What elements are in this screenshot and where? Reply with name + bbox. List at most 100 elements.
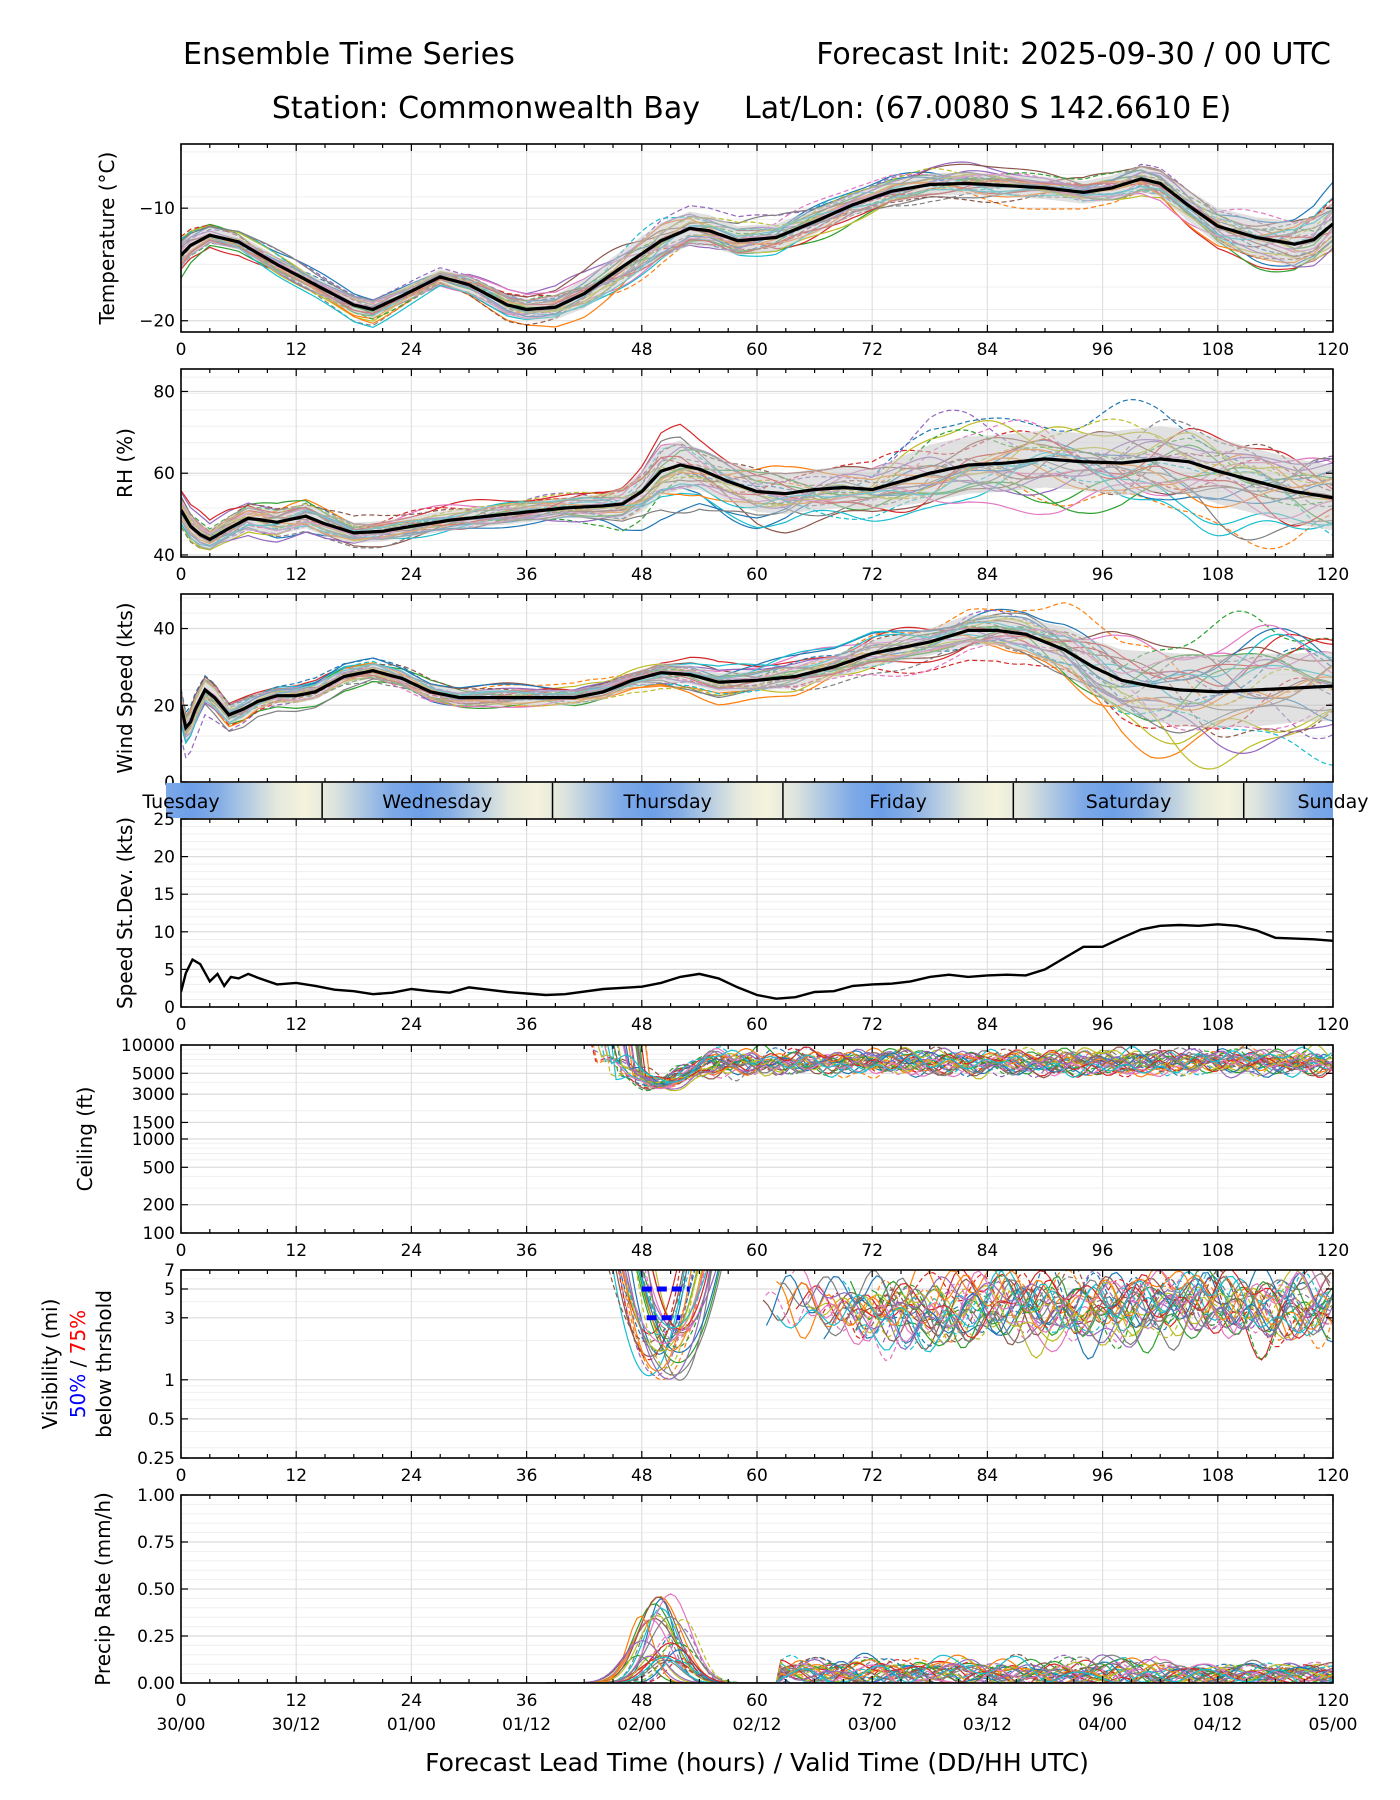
visibility-member-line: [622, 1270, 690, 1336]
visibility-member-line: [612, 1270, 686, 1377]
x-tick-label: 48: [631, 340, 653, 360]
speed-stdev-panel: 0 5 10 15 20 25 0 12 24 36 48 60 72 84 96 108 120 Speed …: [113, 810, 1349, 1035]
valid-time-label: 02/12: [733, 1715, 782, 1735]
x-tick-label: 48: [631, 565, 653, 585]
stdev-ylabel: Speed St.Dev. (kts): [113, 817, 137, 1009]
y-tick-label: 10000: [121, 1036, 175, 1056]
visibility-member-line: [608, 1270, 688, 1343]
y-tick-label: 25: [153, 810, 175, 830]
x-tick-label: 108: [1202, 340, 1234, 360]
x-tick-label: 96: [1092, 1241, 1114, 1261]
visibility-member-line: [638, 1270, 708, 1329]
visibility-member-line: [852, 1270, 1333, 1339]
day-label: Thursday: [623, 791, 712, 813]
y-tick-label: 5: [164, 1280, 175, 1300]
visibility-member-line: [852, 1270, 1329, 1347]
visibility-member-line: [652, 1270, 712, 1334]
x-tick-label: 120: [1317, 1691, 1349, 1711]
visibility-panel: 0.25 0.5 1 3 57 0 12 24 36 48 60 72 84 96 108 120 Visib…: [38, 1261, 1349, 1486]
visibility-member-line: [651, 1270, 709, 1331]
visibility-member-line: [842, 1270, 1333, 1351]
precip-member-line: [545, 1642, 1333, 1683]
chart-title: Ensemble Time Series: [183, 37, 515, 72]
x-tick-label: 72: [861, 1466, 883, 1486]
stdev-line: [181, 923, 1333, 1000]
ceiling-member-line: [640, 1045, 1333, 1080]
ensemble-mean-line: [181, 457, 1333, 542]
x-tick-label: 24: [401, 1691, 423, 1711]
x-tick-label: 36: [516, 1241, 538, 1261]
x-tick-label: 60: [746, 1241, 768, 1261]
x-tick-label: 120: [1317, 1241, 1349, 1261]
temperature-panel: −20 −10 0 12 24 36 48 60 72 84 96 108 120 Temperatur…: [95, 143, 1349, 360]
wind-ylabel: Wind Speed (kts): [113, 602, 137, 773]
x-tick-label: 84: [977, 340, 999, 360]
x-tick-label: 0: [176, 1241, 187, 1261]
x-tick-label: 0: [176, 340, 187, 360]
x-tick-label: 12: [285, 1015, 307, 1035]
wind-speed-panel: 02040 Wind Speed (kts): [113, 593, 1334, 793]
x-tick-label: 72: [861, 340, 883, 360]
x-tick-label: 12: [285, 1241, 307, 1261]
precip-member-line: [545, 1611, 1333, 1683]
day-label: Sunday: [1297, 791, 1368, 813]
x-tick-label: 72: [861, 1691, 883, 1711]
x-tick-label: 36: [516, 1691, 538, 1711]
visibility-threshold-legend: 50% / 75%: [66, 1310, 90, 1418]
valid-time-label: 30/12: [272, 1715, 321, 1735]
x-tick-label: 108: [1202, 565, 1234, 585]
y-tick-label: 500: [143, 1158, 175, 1178]
visibility-member-line: [807, 1284, 1332, 1346]
visibility-member-line: [639, 1270, 704, 1352]
y-tick-label: 3: [164, 1309, 175, 1329]
x-tick-label: 96: [1092, 1691, 1114, 1711]
y-tick-label: 0.00: [137, 1674, 175, 1694]
visibility-member-line: [776, 1270, 1329, 1353]
x-tick-label: 72: [861, 565, 883, 585]
x-tick-label: 60: [746, 565, 768, 585]
x-tick-label: 36: [516, 340, 538, 360]
visibility-member-line: [624, 1270, 722, 1376]
y-tick-label: 0.75: [137, 1533, 175, 1553]
x-tick-label: 24: [401, 1466, 423, 1486]
x-tick-label: 36: [516, 565, 538, 585]
station-name: Station: Commonwealth Bay: [272, 91, 700, 126]
x-axis-label: Forecast Lead Time (hours) / Valid Time …: [425, 1748, 1089, 1777]
valid-time-label: 03/12: [963, 1715, 1012, 1735]
x-tick-label: 0: [176, 1691, 187, 1711]
forecast-init: Forecast Init: 2025-09-30 / 00 UTC: [816, 37, 1331, 72]
visibility-member-line: [637, 1270, 698, 1340]
y-tick-label: −10: [139, 199, 175, 219]
valid-time-label: 04/12: [1193, 1715, 1242, 1735]
x-tick-label: 108: [1202, 1015, 1234, 1035]
visibility-threshold-sub: below thrshold: [92, 1290, 116, 1438]
valid-time-label: 03/00: [848, 1715, 897, 1735]
station-latlon: Lat/Lon: (67.0080 S 142.6610 E): [744, 91, 1231, 126]
x-tick-label: 72: [861, 1015, 883, 1035]
x-tick-label: 120: [1317, 1466, 1349, 1486]
visibility-member-line: [776, 1270, 1329, 1340]
visibility-member-line: [630, 1270, 688, 1355]
y-tick-label: 5: [164, 960, 175, 980]
temperature-ylabel: Temperature (°C): [95, 152, 119, 326]
x-tick-label: 36: [516, 1015, 538, 1035]
x-tick-label: 48: [631, 1691, 653, 1711]
ensemble-mean-line: [181, 177, 1333, 312]
day-label: Tuesday: [141, 791, 219, 813]
day-label: Saturday: [1086, 791, 1172, 813]
x-tick-label: 0: [176, 565, 187, 585]
vis-sep-label: /: [66, 1354, 90, 1373]
precip-member-line: [545, 1593, 1333, 1683]
y-tick-label: 0.50: [137, 1580, 175, 1600]
x-tick-label: 48: [631, 1015, 653, 1035]
visibility-member-line: [810, 1270, 1330, 1359]
x-tick-label: 12: [285, 340, 307, 360]
x-tick-label: 120: [1317, 1015, 1349, 1035]
valid-time-label: 04/00: [1078, 1715, 1127, 1735]
x-tick-label: 96: [1092, 1466, 1114, 1486]
visibility-member-line: [639, 1270, 719, 1354]
ensemble-member-line: [181, 163, 1333, 304]
visibility-member-line: [647, 1270, 713, 1381]
precip-member-line: [545, 1616, 1333, 1683]
